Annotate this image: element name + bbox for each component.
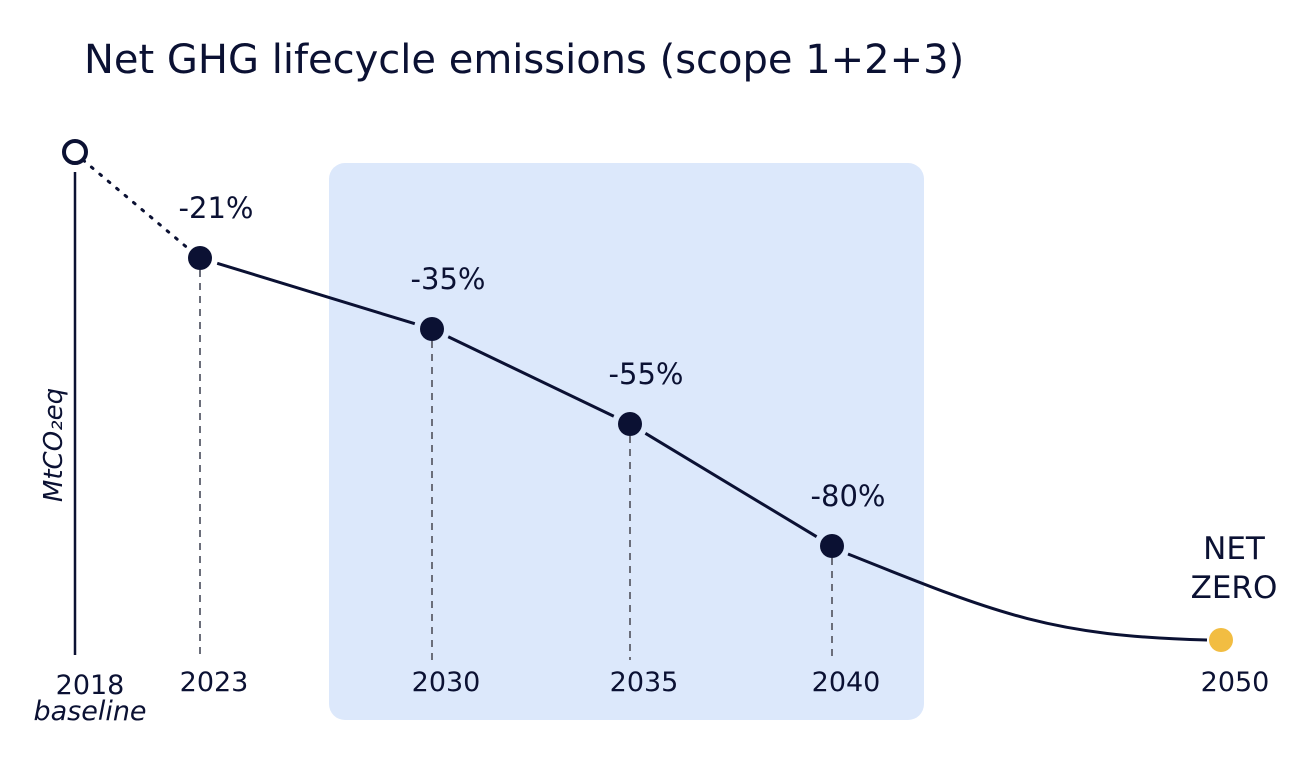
data-point-2040 (820, 534, 844, 558)
y-axis-label: MtCO₂eq (39, 388, 69, 502)
x-tick-labels: 2018 2023 2030 2035 2040 2050 (56, 667, 1270, 701)
baseline-label: baseline (33, 696, 146, 727)
data-point-2023 (188, 246, 212, 270)
series-segment-2040-2050 (847, 552, 1208, 642)
drop-lines (199, 270, 833, 660)
data-point-2018 (62, 139, 88, 165)
point-labels: -21% -35% -55% -80% (179, 191, 886, 513)
baseline-dotted-segment (81, 158, 192, 252)
point-label-2030: -35% (411, 262, 486, 296)
x-tick-2050: 2050 (1201, 667, 1270, 698)
data-points (62, 139, 1233, 652)
series-segment-2030-2035 (447, 335, 615, 418)
point-label-2023: -21% (179, 191, 254, 225)
point-label-2035: -55% (609, 357, 684, 391)
point-label-2040: -80% (811, 479, 886, 513)
net-zero-label-line-1: NET (1203, 531, 1266, 567)
data-point-2035 (618, 412, 642, 436)
x-tick-2040: 2040 (812, 667, 881, 698)
x-tick-2023: 2023 (180, 667, 249, 698)
data-point-2050 (1209, 628, 1233, 652)
highlight-band (329, 163, 924, 720)
x-tick-2030: 2030 (412, 667, 481, 698)
net-zero-label-line-2: ZERO (1191, 570, 1278, 606)
x-tick-2035: 2035 (610, 667, 679, 698)
series-segment-2023-2030 (216, 261, 416, 326)
series-segment-2035-2040 (644, 432, 818, 538)
series-lines (81, 158, 1208, 642)
data-point-2030 (420, 317, 444, 341)
x-tick-2018: 2018 (56, 670, 125, 701)
chart-title: Net GHG lifecycle emissions (scope 1+2+3… (84, 37, 964, 83)
